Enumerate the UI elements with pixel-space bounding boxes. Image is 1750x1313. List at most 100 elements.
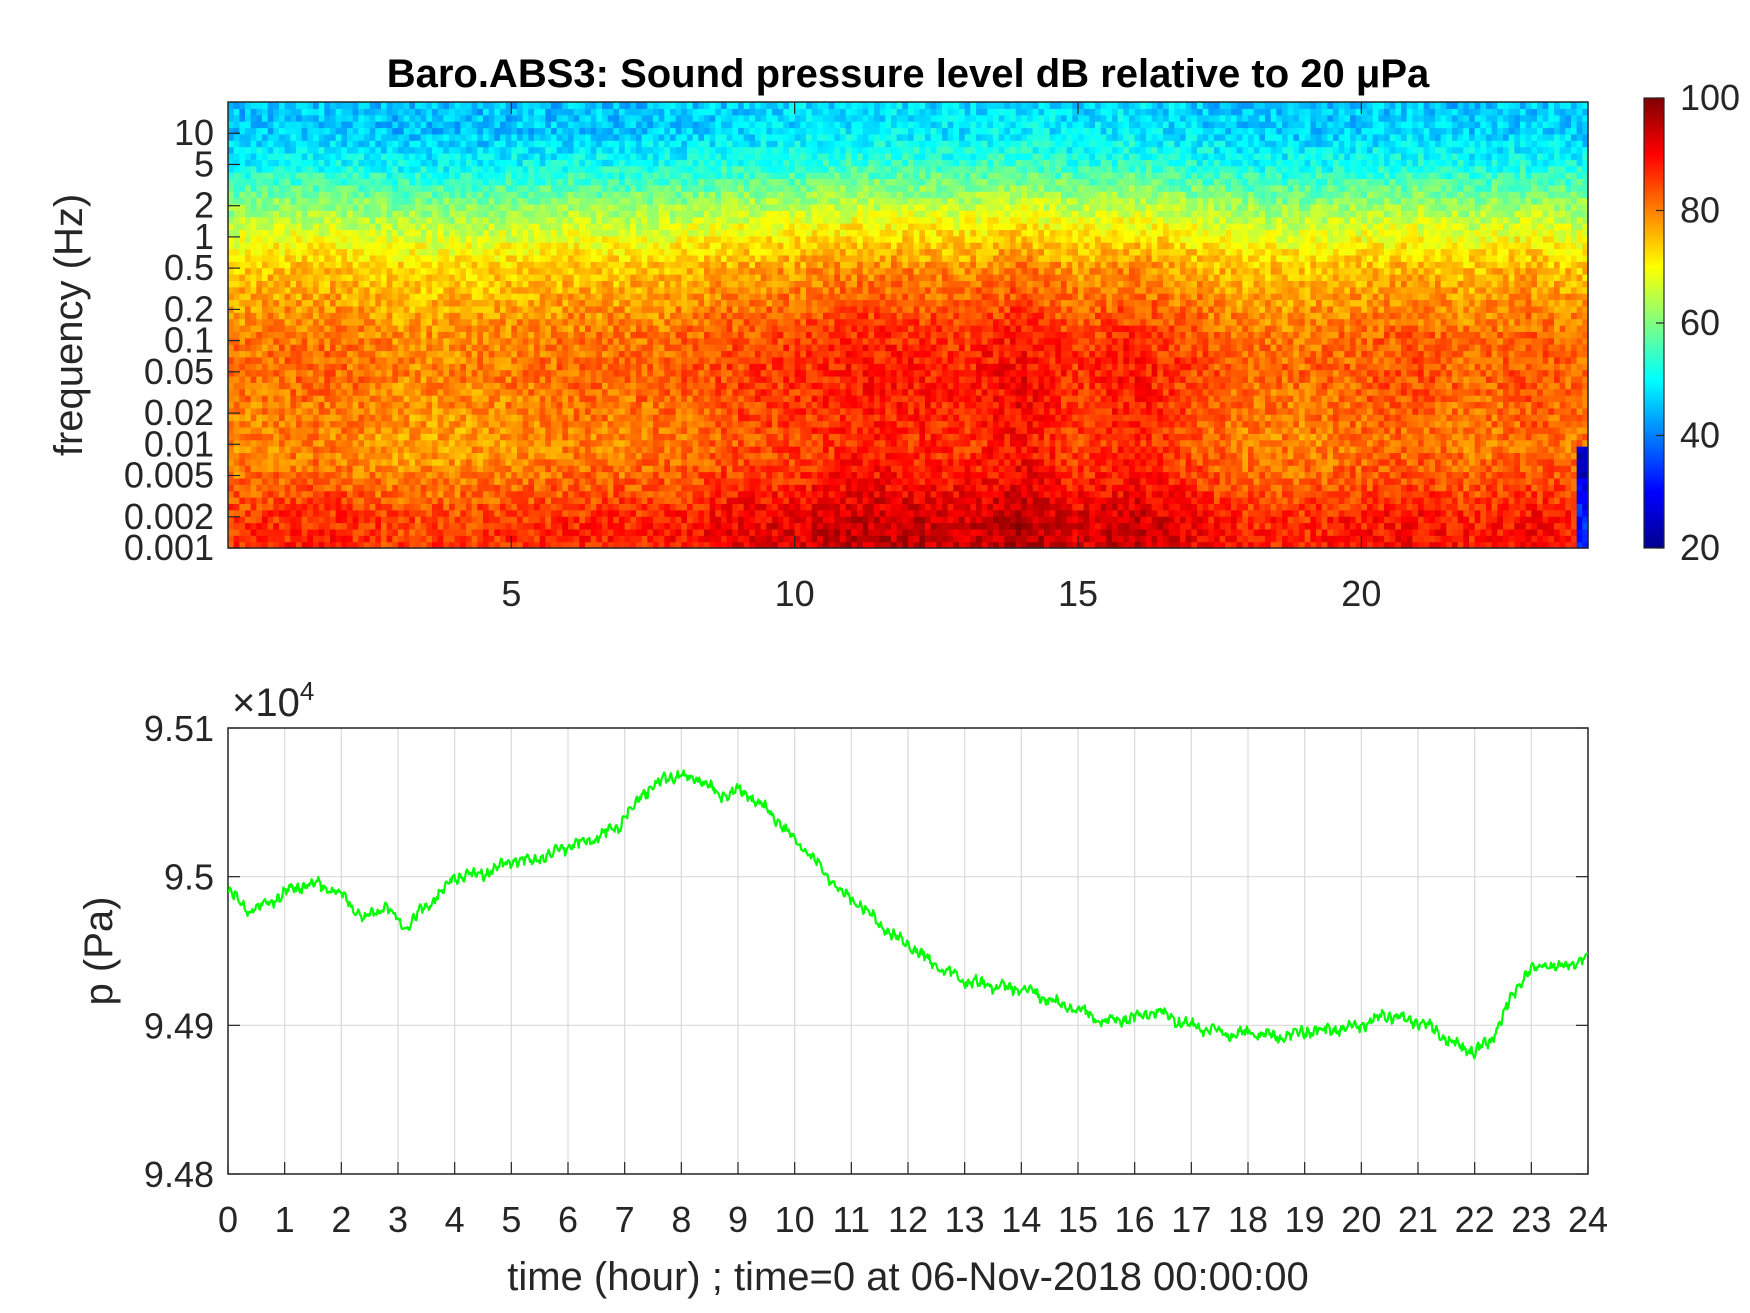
heatmap-cell <box>607 191 614 199</box>
heatmap-cell <box>596 446 603 454</box>
heatmap-cell <box>517 541 524 549</box>
heatmap-cell <box>500 497 507 504</box>
heatmap-cell <box>613 312 620 320</box>
heatmap-cell <box>579 477 586 485</box>
heatmap-cell <box>619 452 626 460</box>
heatmap-cell <box>398 325 405 332</box>
heatmap-cell <box>494 541 501 549</box>
heatmap-cell <box>579 337 586 345</box>
heatmap-cell <box>415 503 422 511</box>
heatmap-cell <box>562 267 569 275</box>
heatmap-cell <box>296 165 303 173</box>
heatmap-cell <box>233 223 240 231</box>
heatmap-cell <box>607 528 614 536</box>
heatmap-cell <box>318 210 325 218</box>
heatmap-cell <box>426 414 433 422</box>
heatmap-cell <box>517 261 524 269</box>
heatmap-cell <box>528 127 535 135</box>
heatmap-cell <box>233 299 240 307</box>
heatmap-cell <box>398 477 405 485</box>
heatmap-cell <box>239 274 246 281</box>
heatmap-cell <box>409 484 416 492</box>
heatmap-cell <box>369 229 376 237</box>
heatmap-cell <box>369 261 376 269</box>
heatmap-cell <box>324 178 331 186</box>
heatmap-cell <box>284 280 291 288</box>
heatmap-cell <box>483 477 490 485</box>
heatmap-cell <box>364 375 371 383</box>
heatmap-cell <box>245 363 252 371</box>
heatmap-cell <box>562 293 569 301</box>
heatmap-cell <box>381 293 388 301</box>
heatmap-cell <box>256 344 263 352</box>
heatmap-cell <box>517 216 524 224</box>
heatmap-cell <box>624 350 631 358</box>
heatmap-cell <box>318 465 325 473</box>
heatmap-cell <box>250 433 257 441</box>
heatmap-cell <box>619 305 626 313</box>
heatmap-cell <box>488 242 495 250</box>
heatmap-cell <box>330 133 337 141</box>
heatmap-cell <box>590 433 597 441</box>
heatmap-cell <box>290 446 297 454</box>
heatmap-cell <box>403 159 410 167</box>
heatmap-cell <box>568 344 575 352</box>
heatmap-cell <box>432 541 439 549</box>
heatmap-cell <box>313 293 320 301</box>
heatmap-cell <box>335 382 342 390</box>
heatmap-cell <box>500 133 507 141</box>
heatmap-cell <box>443 426 450 434</box>
heatmap-cell <box>296 312 303 320</box>
heatmap-cell <box>449 280 456 288</box>
heatmap-cell <box>432 223 439 231</box>
heatmap-cell <box>335 375 342 383</box>
heatmap-cell <box>460 286 467 294</box>
heatmap-cell <box>579 388 586 396</box>
heatmap-cell <box>290 191 297 199</box>
heatmap-cell <box>551 102 558 109</box>
heatmap-cell <box>284 261 291 269</box>
heatmap-cell <box>556 503 563 511</box>
heatmap-cell <box>313 446 320 454</box>
heatmap-cell <box>341 420 348 428</box>
heatmap-cell <box>443 318 450 326</box>
heatmap-cell <box>449 439 456 447</box>
heatmap-cell <box>471 426 478 434</box>
heatmap-cell <box>500 484 507 492</box>
heatmap-cell <box>324 133 331 141</box>
heatmap-cell <box>330 261 337 269</box>
heatmap-cell <box>494 350 501 358</box>
heatmap-cell <box>228 216 235 224</box>
heatmap-cell <box>573 350 580 358</box>
heatmap-cell <box>517 223 524 231</box>
heatmap-cell <box>301 242 308 250</box>
heatmap-cell <box>375 102 382 109</box>
heatmap-cell <box>590 248 597 256</box>
heatmap-cell <box>432 146 439 154</box>
heatmap-cell <box>460 363 467 371</box>
heatmap-cell <box>381 337 388 345</box>
heatmap-cell <box>539 203 546 211</box>
heatmap-cell <box>454 369 461 377</box>
heatmap-cell <box>590 369 597 377</box>
heatmap-cell <box>318 439 325 447</box>
heatmap-cell <box>500 305 507 313</box>
heatmap-cell <box>607 140 614 148</box>
heatmap-cell <box>483 490 490 498</box>
heatmap-cell <box>500 114 507 122</box>
heatmap-cell <box>551 172 558 180</box>
heatmap-cell <box>307 490 314 498</box>
heatmap-cell <box>556 356 563 364</box>
heatmap-cell <box>437 382 444 390</box>
heatmap-cell <box>528 395 535 403</box>
heatmap-cell <box>505 375 512 383</box>
heatmap-cell <box>613 325 620 332</box>
heatmap-cell <box>539 426 546 434</box>
heatmap-cell <box>517 299 524 307</box>
heatmap-cell <box>579 344 586 352</box>
heatmap-cell <box>596 426 603 434</box>
heatmap-cell <box>239 344 246 352</box>
heatmap-cell <box>466 146 473 154</box>
heatmap-cell <box>398 197 405 205</box>
heatmap-cell <box>364 344 371 352</box>
